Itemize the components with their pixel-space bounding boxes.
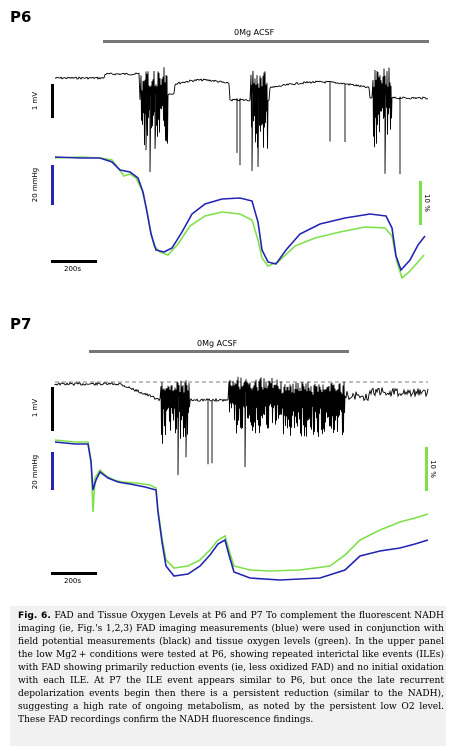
- condition-label-p7: 0Mg ACSF: [197, 339, 238, 348]
- oxygen-scale-bar-p6: [51, 165, 54, 205]
- fad-scale-bar-p6: [419, 181, 422, 225]
- panel-label-p7: P7: [10, 315, 32, 333]
- time-scale-bar-p6: [51, 260, 97, 263]
- caption-background: [10, 606, 446, 746]
- time-scale-label-p7: 200s: [64, 577, 82, 585]
- voltage-scale-bar-p6: [51, 84, 54, 118]
- oxygen-scale-bar-p7: [51, 452, 54, 490]
- fad-scale-bar-p7: [425, 447, 428, 491]
- oxygen-trace-p6: [54, 156, 425, 280]
- voltage-trace-p7: [54, 376, 429, 476]
- voltage-trace-p6: [54, 67, 429, 175]
- traces-figure: [54, 67, 429, 581]
- figure-label: Fig. 6.: [18, 611, 51, 621]
- condition-bar-p7: [89, 350, 349, 353]
- fad-trace-p6: [54, 156, 426, 272]
- condition-bar-p6: [103, 40, 429, 43]
- fad-trace-p7: [54, 441, 429, 581]
- oxygen-trace-p7: [54, 439, 429, 572]
- caption-text: FAD and Tissue Oxygen Levels at P6 and P…: [18, 611, 444, 725]
- time-scale-label-p6: 200s: [64, 265, 82, 273]
- time-scale-bar-p7: [51, 572, 97, 575]
- figure-caption: Fig. 6. FAD and Tissue Oxygen Levels at …: [18, 610, 444, 727]
- panel-label-p6: P6: [10, 8, 32, 26]
- condition-label-p6: 0Mg ACSF: [234, 28, 275, 37]
- voltage-scale-bar-p7: [51, 387, 54, 431]
